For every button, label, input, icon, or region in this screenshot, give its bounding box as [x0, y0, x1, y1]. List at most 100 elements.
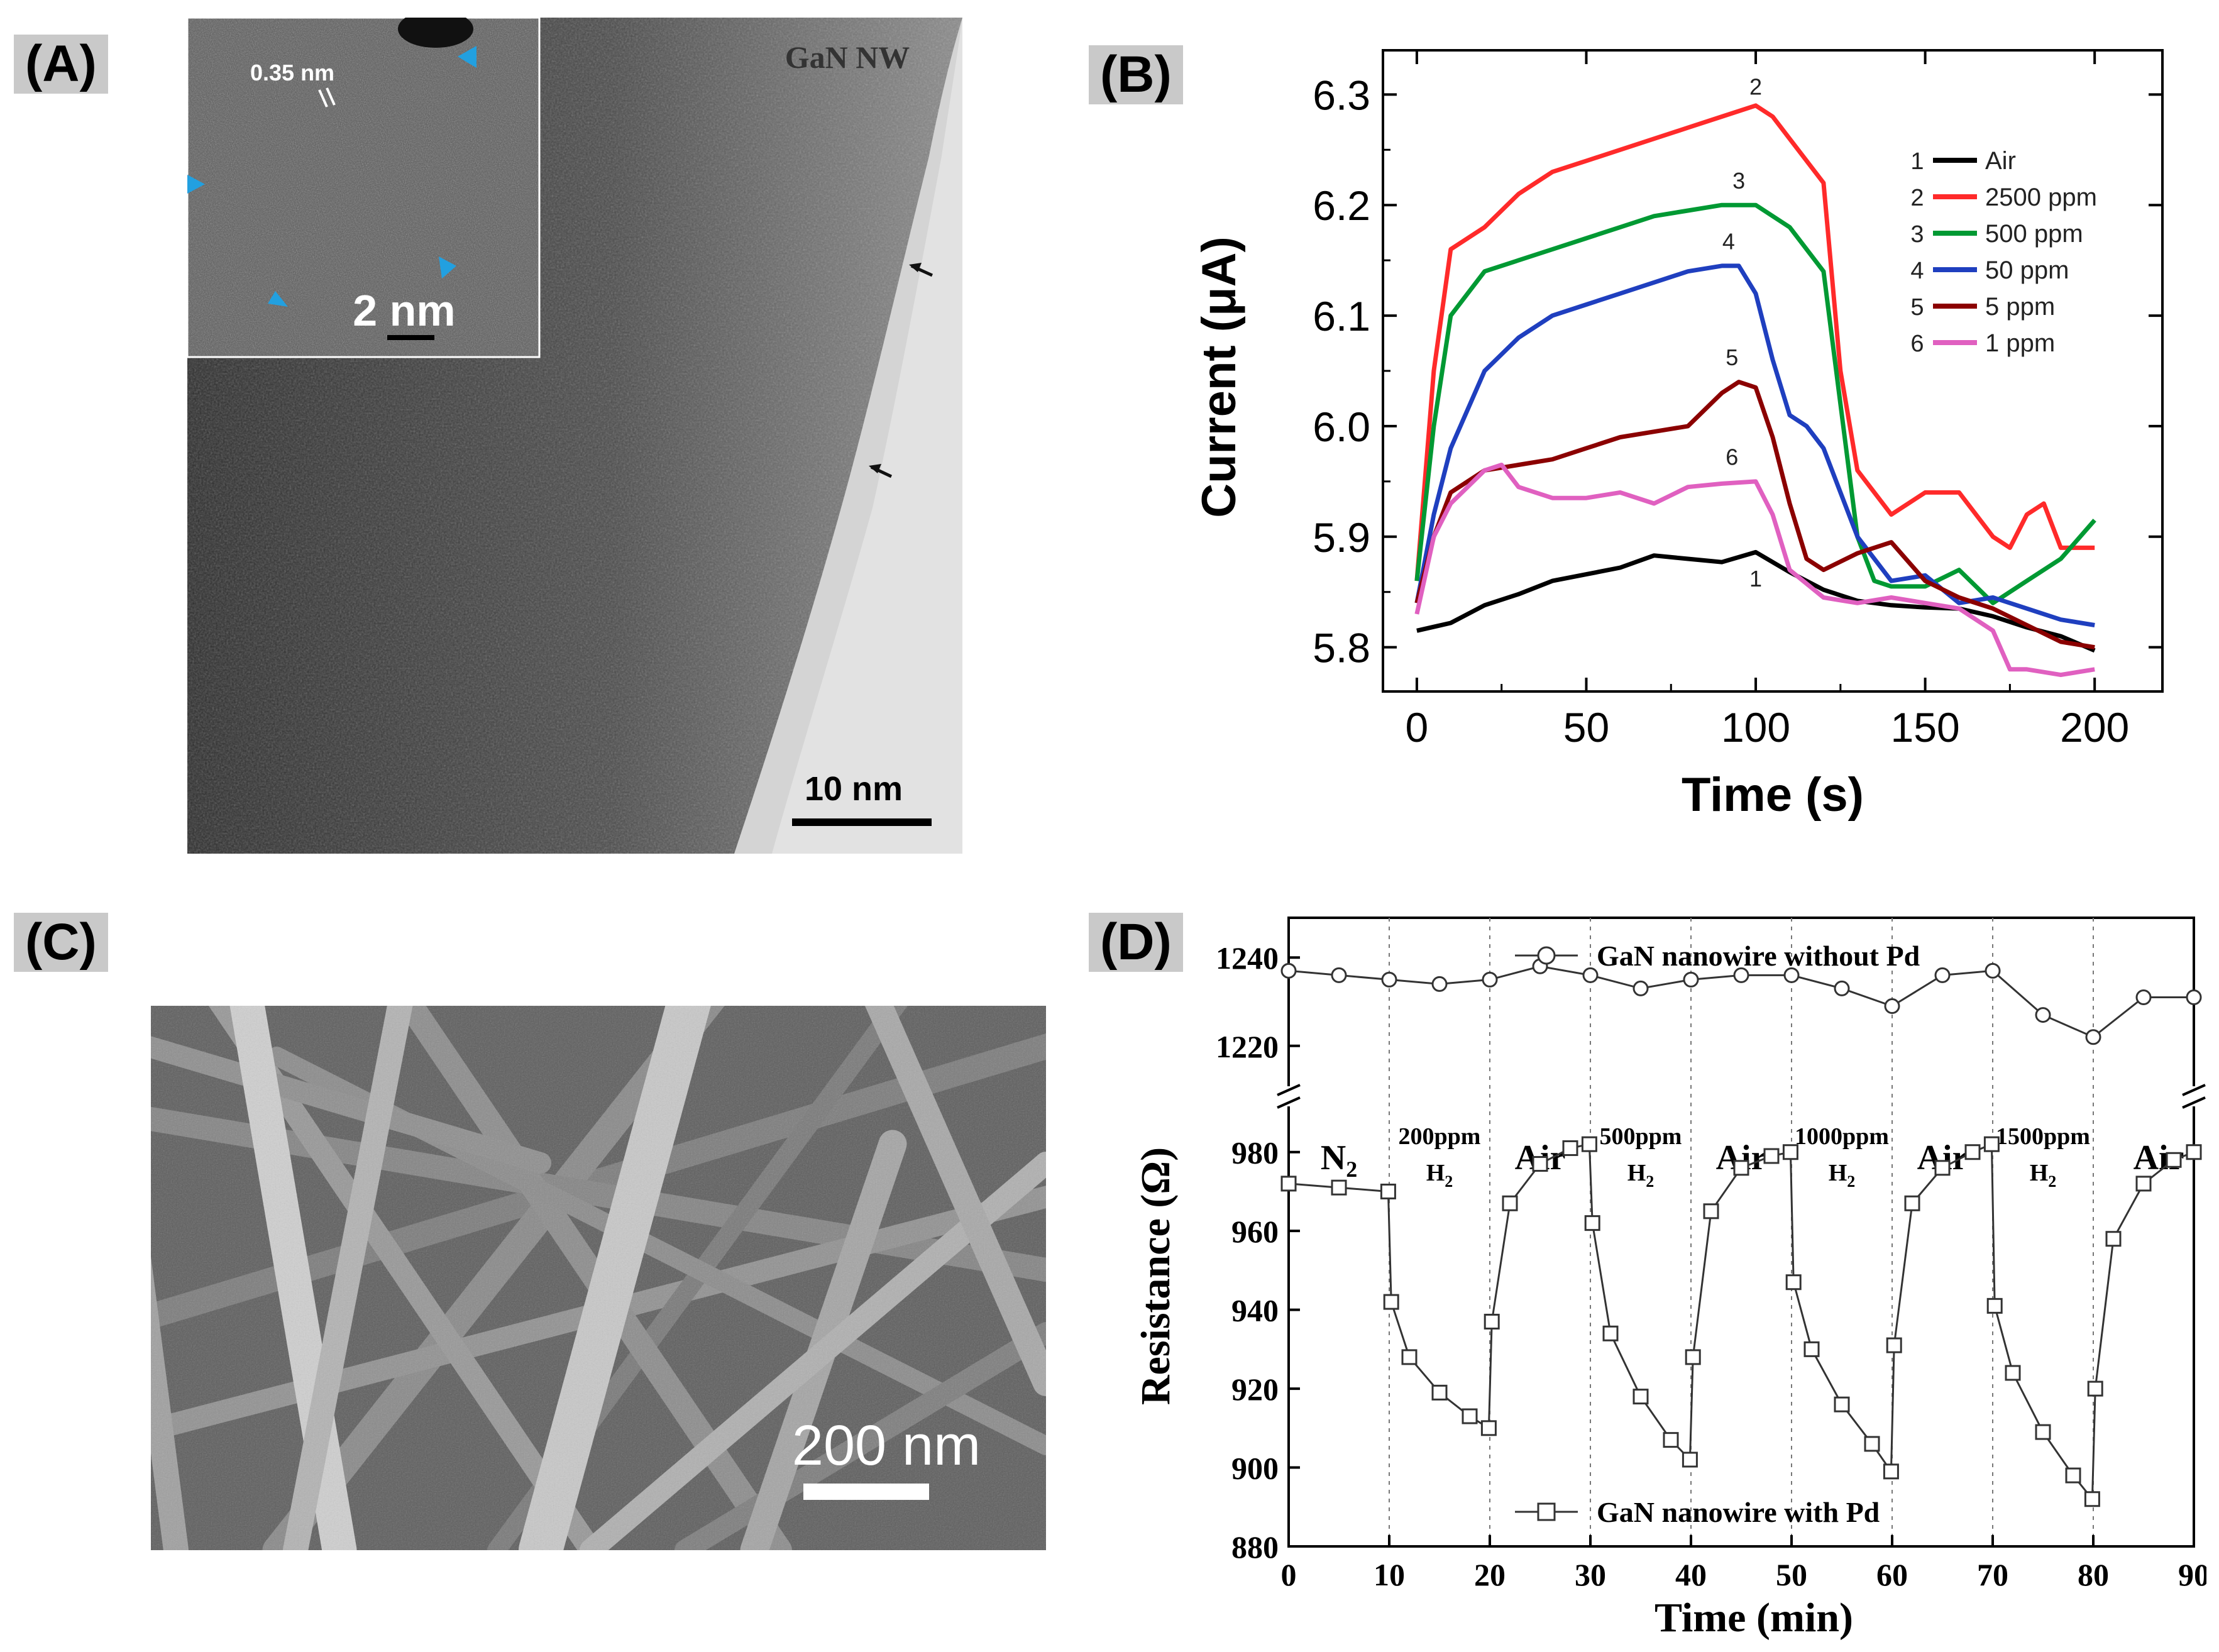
- b-y-tick-label: 5.9: [1313, 514, 1370, 561]
- d-region-gas-subscript: 2: [2048, 1172, 2056, 1191]
- d-legend-marker: [1537, 946, 1556, 965]
- d-x-tick-label: 20: [1474, 1557, 1506, 1592]
- d-legend-marker: [1537, 1502, 1556, 1521]
- d-circle-marker: [1733, 967, 1749, 983]
- d-circle-marker: [1482, 971, 1498, 988]
- b-legend-label: 5 ppm: [1985, 293, 2055, 321]
- b-series-line-2: [1414, 103, 2095, 581]
- d-square-marker: [1633, 1389, 1649, 1405]
- d-square-marker: [2087, 1380, 2103, 1397]
- b-curve-number-5: 5: [1726, 344, 1738, 370]
- panel-label-d: (D): [1089, 913, 1183, 972]
- d-square-marker: [1785, 1274, 1802, 1291]
- b-x-tick-label: 50: [1563, 704, 1609, 751]
- d-square-marker: [1883, 1463, 1899, 1480]
- sem-image: 200 nm: [151, 1006, 1046, 1550]
- b-curve-number-6: 6: [1726, 444, 1738, 470]
- d-square-marker: [1983, 1136, 2000, 1152]
- b-legend-label: 2500 ppm: [1985, 184, 2097, 211]
- d-y-tick-label-lower: 940: [1231, 1293, 1279, 1328]
- d-square-marker: [2084, 1491, 2100, 1507]
- b-series-line-3: [1414, 202, 2096, 605]
- d-axis-break-mark: [1277, 1096, 1301, 1109]
- d-square-marker: [1584, 1215, 1600, 1231]
- sem-scale-label: 200 nm: [792, 1414, 981, 1477]
- d-square-marker: [2186, 1144, 2202, 1160]
- d-x-tick-label: 40: [1675, 1557, 1707, 1592]
- d-x-tick-label: 90: [2178, 1557, 2206, 1592]
- d-square-marker: [1886, 1337, 1902, 1353]
- d-x-tick-label: 80: [2078, 1557, 2109, 1592]
- d-circle-marker: [2186, 989, 2202, 1005]
- d-square-marker: [1682, 1451, 1698, 1468]
- d-region-gas-subscript: 2: [1445, 1172, 1453, 1191]
- d-circle-marker: [1683, 971, 1699, 988]
- b-y-tick-label: 6.3: [1313, 72, 1370, 118]
- b-series-line-1: [1416, 549, 2096, 653]
- d-square-marker: [2065, 1467, 2081, 1484]
- d-square-marker: [1685, 1349, 1701, 1365]
- d-y-tick-label-upper: 1220: [1216, 1029, 1279, 1064]
- tem-image: 0.35 nm 2 nm GaN NW 10 nm: [187, 18, 962, 854]
- b-legend-label: 50 ppm: [1985, 256, 2069, 284]
- d-circle-marker: [2135, 989, 2152, 1005]
- inset-scale-label: 2 nm: [353, 286, 455, 335]
- d-x-tick-label: 60: [1876, 1557, 1908, 1592]
- d-square-marker: [2135, 1176, 2152, 1192]
- d-legend-label: GaN nanowire with Pd: [1597, 1496, 1880, 1528]
- b-legend-number: 1: [1910, 148, 1924, 175]
- d-region-label: 500ppm: [1600, 1123, 1682, 1150]
- d-region-label: 1500ppm: [1996, 1123, 2090, 1150]
- d-circle-marker: [1985, 962, 2001, 979]
- d-y-tick-label-lower: 980: [1231, 1135, 1279, 1170]
- b-legend-number: 6: [1910, 331, 1924, 357]
- d-square-marker: [1904, 1195, 1920, 1211]
- d-square-marker: [1782, 1144, 1798, 1160]
- b-legend-number: 2: [1910, 185, 1924, 211]
- b-plot-frame: [1382, 49, 2164, 693]
- b-legend-label: Air: [1985, 147, 2016, 175]
- d-square-marker: [1763, 1148, 1780, 1164]
- d-square-marker: [1484, 1313, 1500, 1330]
- d-circle-marker: [1884, 998, 1900, 1015]
- d-square-marker: [1562, 1140, 1578, 1156]
- b-series-line-4: [1414, 263, 2095, 627]
- d-square-marker: [1864, 1436, 1880, 1452]
- d-circle-marker: [1633, 980, 1649, 996]
- d-square-marker: [1532, 1156, 1548, 1172]
- d-region-gas: H2: [1426, 1160, 1453, 1191]
- b-legend-number: 5: [1910, 294, 1924, 321]
- b-curve-number-3: 3: [1732, 168, 1745, 194]
- d-legend-label: GaN nanowire without Pd: [1597, 940, 1920, 972]
- d-region-label-subscript: 2: [1346, 1157, 1357, 1182]
- panel-label-b: (B): [1089, 45, 1183, 104]
- d-x-tick-label: 10: [1374, 1557, 1405, 1592]
- b-series-line-6: [1414, 463, 2095, 678]
- panel-label-c: (C): [14, 913, 108, 972]
- d-y-tick-label-lower: 880: [1231, 1529, 1279, 1565]
- d-region-gas-subscript: 2: [1847, 1172, 1855, 1191]
- d-x-tick-label: 0: [1281, 1557, 1297, 1592]
- d-series-line-2: [1288, 1142, 2194, 1502]
- d-circle-marker: [2085, 1029, 2101, 1045]
- d-circle-marker: [1331, 967, 1347, 983]
- gan-nw-title: GaN NW: [785, 40, 910, 75]
- d-square-marker: [1401, 1349, 1418, 1365]
- d-square-marker: [1581, 1136, 1597, 1152]
- chart-d: 0 10 20 30 40 50 60 70 80 90 1220 1240 880 900 920 940 9…: [1133, 917, 2206, 1641]
- b-legend-label: 500 ppm: [1985, 220, 2083, 248]
- d-y-axis-label: Resistance (Ω): [1133, 1147, 1179, 1405]
- d-square-marker: [1462, 1408, 1478, 1424]
- d-y-tick-label-lower: 900: [1231, 1451, 1279, 1486]
- d-x-tick-label: 70: [1977, 1557, 2008, 1592]
- b-curve-number-1: 1: [1749, 566, 1762, 592]
- chart-b: 0 50 100 150 200 5.8 5.9 6.0 6.1 6.2 6.3 1 1 Air 2 2 250…: [1192, 49, 2164, 822]
- d-square-marker: [1383, 1294, 1399, 1310]
- b-legend-number: 3: [1910, 221, 1924, 248]
- b-legend-number: 4: [1910, 258, 1924, 284]
- d-circle-marker: [1381, 971, 1397, 988]
- b-series-line-5: [1414, 380, 2095, 650]
- d-region-gas: H2: [1829, 1160, 1856, 1191]
- d-y-tick-label-lower: 960: [1231, 1214, 1279, 1249]
- d-square-marker: [1663, 1432, 1679, 1448]
